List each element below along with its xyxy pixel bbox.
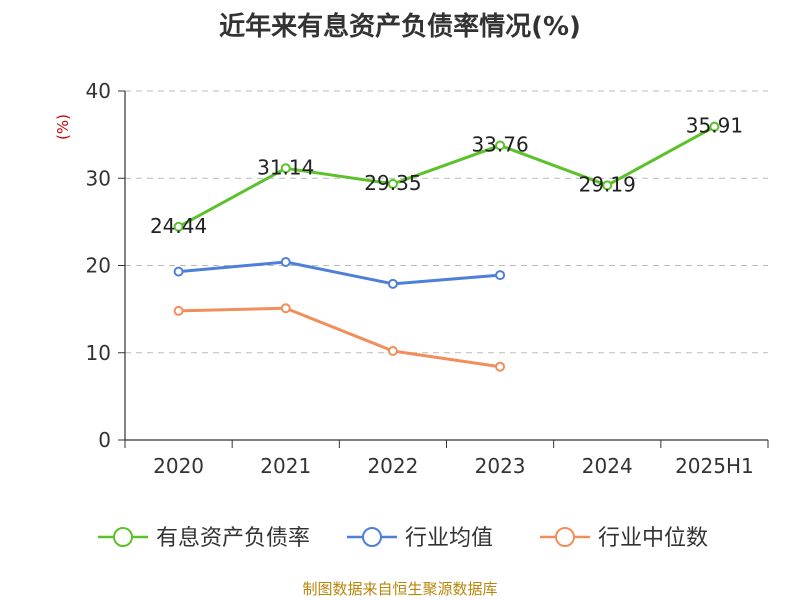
data-point — [173, 221, 184, 232]
data-point — [495, 361, 506, 372]
data-point — [709, 121, 720, 132]
data-point — [280, 303, 291, 314]
legend-swatch-marker — [555, 527, 575, 547]
data-point — [602, 180, 613, 191]
x-tick-label: 2025H1 — [675, 454, 754, 478]
x-tick-label: 2022 — [367, 454, 418, 478]
y-tick-label: 10 — [86, 341, 111, 365]
x-tick-label: 2023 — [475, 454, 526, 478]
data-label: 24.44 — [150, 214, 207, 238]
data-label: 29.19 — [579, 172, 636, 196]
data-point — [280, 163, 291, 174]
data-point — [173, 266, 184, 277]
data-point — [387, 346, 398, 357]
data-label: 35.91 — [686, 114, 743, 138]
y-tick-label: 40 — [86, 79, 111, 103]
y-axis-label: (%) — [54, 114, 72, 140]
data-point — [173, 305, 184, 316]
data-source-note: 制图数据来自恒生聚源数据库 — [302, 580, 498, 598]
series-line-1 — [177, 125, 716, 229]
legend-label: 有息资产负债率 — [156, 526, 310, 551]
y-tick-label: 20 — [86, 254, 111, 278]
data-point — [387, 278, 398, 289]
data-point — [280, 257, 291, 268]
legend-swatch-marker — [362, 527, 382, 547]
y-tick-label: 0 — [98, 428, 111, 452]
x-tick-label: 2021 — [260, 454, 311, 478]
legend-swatch-marker — [113, 527, 133, 547]
legend-label: 行业均值 — [405, 526, 493, 551]
data-label: 29.35 — [364, 171, 421, 195]
x-tick-label: 2020 — [153, 454, 204, 478]
series-line-3 — [177, 306, 502, 369]
data-point — [387, 178, 398, 189]
data-label: 33.76 — [471, 132, 528, 156]
data-point — [495, 140, 506, 151]
legend-label: 行业中位数 — [598, 526, 708, 551]
y-tick-label: 30 — [86, 166, 111, 190]
data-label: 31.14 — [257, 155, 314, 179]
data-point — [495, 270, 506, 281]
x-tick-label: 2024 — [582, 454, 633, 478]
chart-title: 近年来有息资产负债率情况(%) — [219, 12, 581, 42]
series-line-2 — [177, 260, 502, 286]
